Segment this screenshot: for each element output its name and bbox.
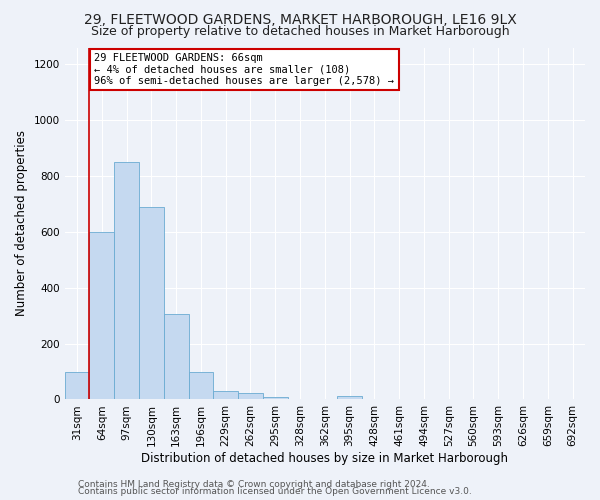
- Bar: [238, 394, 263, 400]
- Bar: [263, 396, 287, 400]
- Bar: [114, 162, 139, 400]
- Y-axis label: Number of detached properties: Number of detached properties: [15, 130, 28, 316]
- Text: 29, FLEETWOOD GARDENS, MARKET HARBOROUGH, LE16 9LX: 29, FLEETWOOD GARDENS, MARKET HARBOROUGH…: [83, 12, 517, 26]
- Bar: [164, 314, 188, 400]
- Bar: [337, 396, 362, 400]
- Text: Contains public sector information licensed under the Open Government Licence v3: Contains public sector information licen…: [78, 487, 472, 496]
- X-axis label: Distribution of detached houses by size in Market Harborough: Distribution of detached houses by size …: [142, 452, 508, 465]
- Bar: [65, 372, 89, 400]
- Bar: [188, 372, 214, 400]
- Bar: [139, 206, 164, 400]
- Text: 29 FLEETWOOD GARDENS: 66sqm
← 4% of detached houses are smaller (108)
96% of sem: 29 FLEETWOOD GARDENS: 66sqm ← 4% of deta…: [94, 53, 394, 86]
- Text: Size of property relative to detached houses in Market Harborough: Size of property relative to detached ho…: [91, 25, 509, 38]
- Text: Contains HM Land Registry data © Crown copyright and database right 2024.: Contains HM Land Registry data © Crown c…: [78, 480, 430, 489]
- Bar: [214, 391, 238, 400]
- Bar: [89, 232, 114, 400]
